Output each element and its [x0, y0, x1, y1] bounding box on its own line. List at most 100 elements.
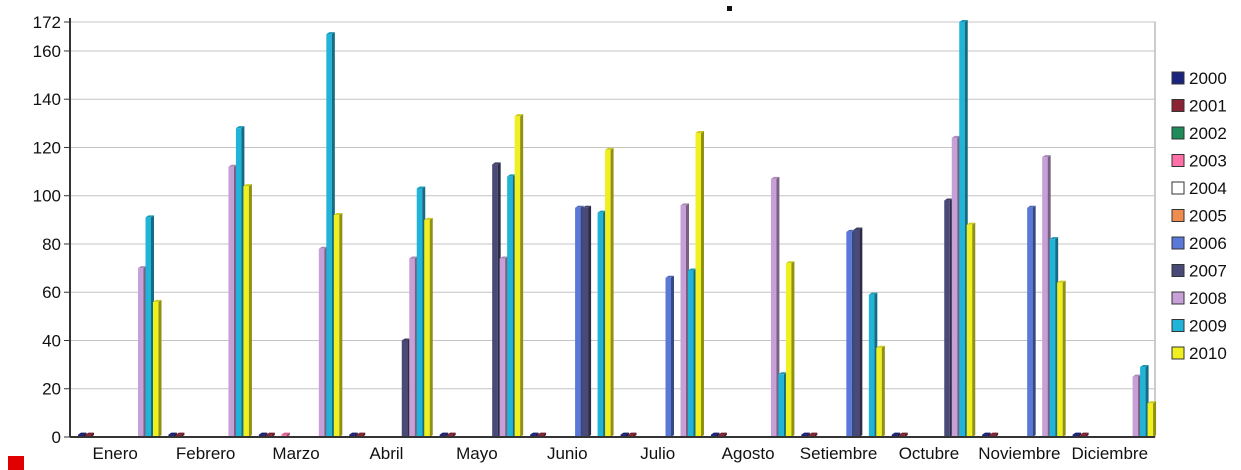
y-tick-label: 120 [33, 138, 61, 157]
x-tick-label: Marzo [272, 444, 319, 463]
bar [145, 215, 154, 437]
bars [78, 20, 1157, 438]
legend-swatch [1171, 319, 1185, 332]
bar [628, 432, 637, 437]
legend-label: 2007 [1189, 262, 1227, 281]
legend-item: 2006 [1171, 234, 1227, 253]
legend-item: 2010 [1171, 344, 1227, 363]
y-tick-label: 40 [42, 331, 61, 350]
legend-swatch [1171, 209, 1185, 222]
bar [1072, 432, 1082, 437]
bar [605, 147, 614, 437]
bar [891, 432, 901, 437]
bar [333, 213, 343, 437]
bar [153, 299, 162, 437]
legend-item: 2007 [1171, 262, 1227, 281]
bar [1042, 155, 1051, 437]
bar [575, 205, 584, 437]
x-tick-label: Enero [93, 444, 138, 463]
bar [951, 135, 961, 437]
bar [876, 345, 885, 437]
legend-swatch [1171, 346, 1185, 360]
bar [356, 432, 366, 437]
legend-label: 2000 [1189, 69, 1227, 88]
x-tick-label: Julio [640, 444, 675, 463]
bar [235, 126, 245, 438]
bar [785, 261, 795, 437]
bar [530, 432, 539, 437]
y-tick-label: 172 [33, 13, 61, 32]
bar [597, 210, 607, 437]
bar [1132, 374, 1142, 437]
y-tick-label: 140 [33, 90, 61, 109]
x-tick-label: Octubre [899, 444, 959, 463]
bar [959, 20, 968, 437]
bar [710, 432, 720, 437]
y-tick-label: 100 [33, 187, 61, 206]
legend-item: 2005 [1171, 207, 1227, 226]
bar [778, 372, 787, 437]
bar [846, 229, 855, 437]
bar [401, 338, 411, 437]
y-tick-label: 0 [52, 428, 61, 447]
bar [258, 432, 268, 437]
bar [318, 246, 328, 437]
x-tick-label: Noviembre [978, 444, 1060, 463]
legend-label: 2002 [1189, 124, 1227, 143]
bar [281, 432, 290, 437]
legend-label: 2006 [1189, 234, 1227, 253]
legend-swatch [1171, 181, 1185, 195]
x-tick-label: Agosto [722, 444, 775, 463]
bar [492, 162, 501, 437]
bar [175, 432, 185, 437]
x-tick-label: Mayo [456, 444, 498, 463]
bar [447, 432, 456, 437]
x-tick-label: Setiembre [800, 444, 877, 463]
bar [808, 432, 818, 437]
y-tick-label: 80 [42, 235, 61, 254]
legend-swatch [1171, 99, 1185, 112]
bar [349, 432, 358, 437]
bar [416, 186, 426, 437]
axes [69, 18, 1155, 438]
corner-red-marker [8, 456, 24, 470]
legend-swatch [1171, 126, 1185, 140]
bar [439, 432, 449, 437]
bar [680, 203, 689, 437]
legend-swatch [1171, 291, 1185, 305]
legend-item: 2000 [1171, 69, 1227, 88]
bar [989, 432, 999, 437]
legend-label: 2010 [1189, 344, 1227, 363]
bar [718, 432, 727, 437]
bar [966, 222, 976, 437]
bar [944, 198, 953, 437]
legend-item: 2001 [1171, 97, 1227, 116]
legend-label: 2009 [1189, 317, 1227, 336]
legend-swatch [1171, 236, 1185, 250]
bar [801, 432, 810, 437]
bar [85, 432, 94, 437]
bar [78, 432, 87, 437]
bar [243, 184, 252, 437]
bar [582, 205, 592, 437]
bar [507, 174, 516, 437]
legend-label: 2003 [1189, 152, 1227, 171]
y-tick-labels: 0 20 40 60 80 100 120 140 160 172 [33, 13, 61, 447]
bar [688, 268, 697, 437]
bar [326, 32, 335, 437]
bar [899, 432, 908, 437]
legend-label: 2004 [1189, 179, 1227, 198]
bar [537, 432, 547, 437]
bar [1027, 205, 1036, 437]
bar [770, 176, 780, 437]
bar [868, 292, 878, 437]
legend-label: 2005 [1189, 207, 1227, 226]
legend-item: 2008 [1171, 289, 1227, 308]
y-tick-label: 160 [33, 42, 61, 61]
bar [695, 130, 704, 437]
bar [1080, 432, 1089, 437]
legend-item: 2009 [1171, 317, 1227, 336]
bar [1049, 237, 1059, 437]
bar [266, 432, 275, 437]
x-tick-label: Abril [369, 444, 403, 463]
